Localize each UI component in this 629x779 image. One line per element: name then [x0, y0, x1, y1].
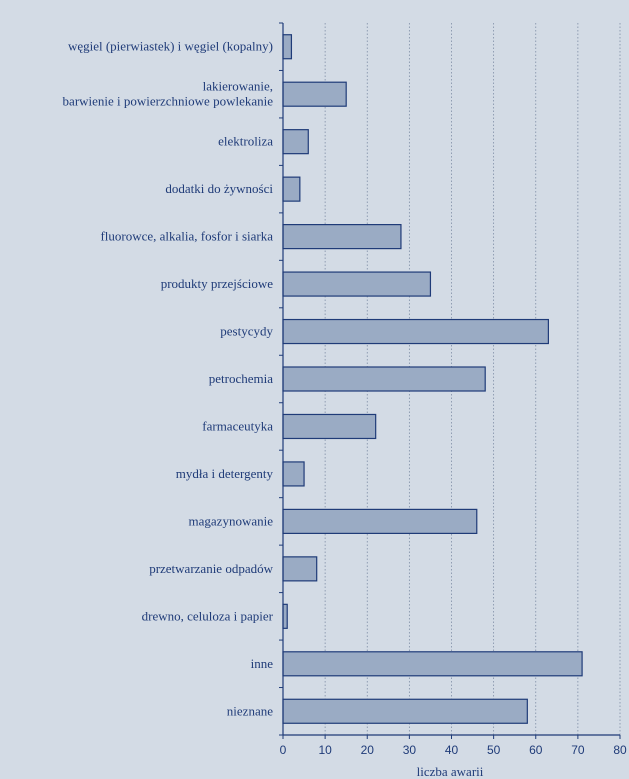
- category-label: drewno, celuloza i papier: [142, 608, 274, 623]
- bar: [282, 556, 318, 582]
- x-tick-label: 20: [361, 743, 375, 757]
- category-label: petrochemia: [209, 371, 273, 386]
- bar: [282, 366, 486, 392]
- x-tick-label: 80: [613, 743, 627, 757]
- bar: [282, 603, 288, 629]
- bars: [282, 34, 583, 724]
- x-tick-label: 70: [571, 743, 585, 757]
- category-label: węgiel (pierwiastek) i węgiel (kopalny): [68, 39, 273, 54]
- category-label: fluorowce, alkalia, fosfor i siarka: [100, 229, 273, 244]
- category-label: mydła i detergenty: [176, 466, 274, 481]
- category-label: nieznane: [227, 703, 273, 718]
- bar: [282, 651, 583, 677]
- x-tick-label: 0: [280, 743, 287, 757]
- x-tick-label: 60: [529, 743, 543, 757]
- bar: [282, 318, 549, 345]
- x-tick-label: 40: [445, 743, 459, 757]
- bar: [282, 413, 377, 440]
- bar: [282, 508, 478, 534]
- bar: [282, 81, 347, 107]
- category-label: magazynowanie: [189, 513, 274, 528]
- axes: [279, 22, 621, 739]
- category-label: farmaceutyka: [202, 418, 273, 433]
- bar: [282, 698, 528, 724]
- category-label: elektroliza: [218, 134, 273, 149]
- x-tick-label: 50: [487, 743, 501, 757]
- category-label: inne: [251, 656, 274, 671]
- bar: [282, 34, 293, 60]
- bar: [282, 129, 309, 155]
- x-tick-label: 10: [318, 743, 332, 757]
- x-tick-label: 30: [403, 743, 417, 757]
- category-labels: węgiel (pierwiastek) i węgiel (kopalny) l…: [63, 39, 274, 719]
- bar: [282, 224, 402, 250]
- bar: [282, 461, 305, 487]
- x-axis-title: liczba awarii: [417, 764, 484, 779]
- bar: [282, 271, 432, 297]
- bar: [282, 176, 301, 202]
- category-label: pestycydy: [220, 324, 273, 339]
- x-tick-labels: 0 10 20 30 40 50 60 70 80: [280, 743, 627, 757]
- category-label: dodatki do żywności: [165, 181, 273, 196]
- category-label: przetwarzanie odpadów: [149, 561, 273, 576]
- category-label: lakierowanie, barwienie i powierzchniowe …: [63, 79, 274, 109]
- category-label: produkty przejściowe: [161, 276, 274, 291]
